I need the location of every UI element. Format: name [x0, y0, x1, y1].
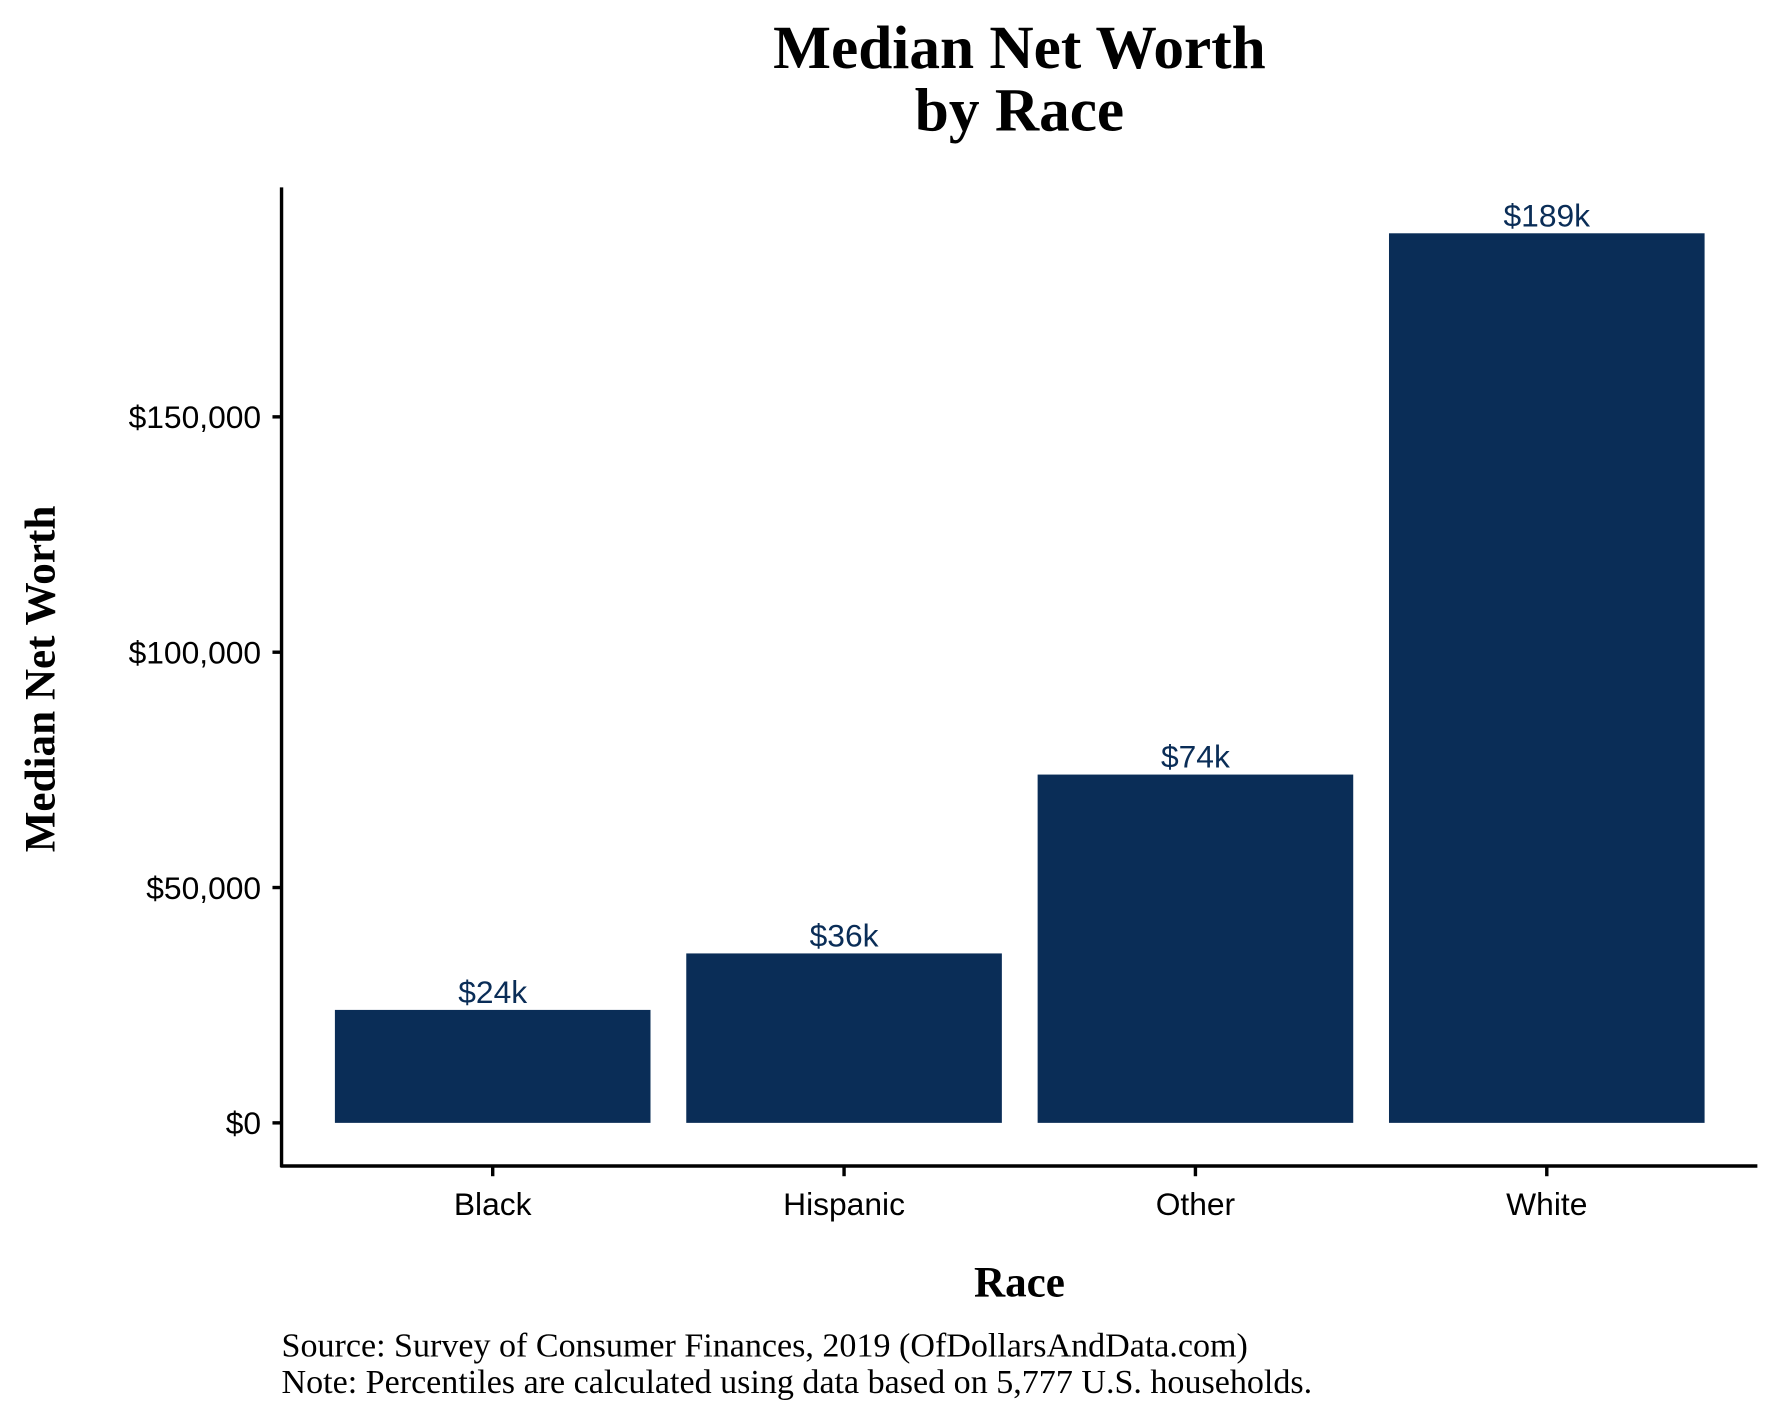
bar-other	[1037, 774, 1354, 1123]
x-tick-label: White	[1506, 1186, 1587, 1222]
data-label: $36k	[810, 918, 879, 954]
bar-hispanic	[686, 953, 1002, 1123]
y-tick-label: $50,000	[146, 870, 261, 906]
y-axis-label: Median Net Worth	[17, 506, 64, 853]
data-label: $24k	[458, 974, 527, 1010]
plot-area: $0 $50,000 $100,000 $150,000 $24k Black $36k Hi…	[129, 197, 1705, 1222]
chart-subtitle: by Race	[915, 77, 1124, 145]
source-note: Source: Survey of Consumer Finances, 201…	[282, 1328, 1248, 1365]
x-tick-label: Hispanic	[783, 1186, 905, 1222]
data-label: $189k	[1504, 197, 1591, 233]
x-axis-label: Race	[974, 1260, 1065, 1307]
x-tick-label: Black	[454, 1186, 532, 1222]
y-tick-label: $0	[226, 1105, 261, 1141]
chart-title: Median Net Worth	[773, 14, 1266, 82]
percentile-note: Note: Percentiles are calculated using d…	[282, 1364, 1313, 1401]
bar-black	[334, 1009, 651, 1123]
y-tick-label: $150,000	[129, 399, 262, 435]
y-tick-label: $100,000	[129, 635, 262, 671]
x-tick-label: Other	[1156, 1186, 1236, 1222]
data-label: $74k	[1161, 739, 1230, 775]
bar-white	[1388, 233, 1705, 1123]
